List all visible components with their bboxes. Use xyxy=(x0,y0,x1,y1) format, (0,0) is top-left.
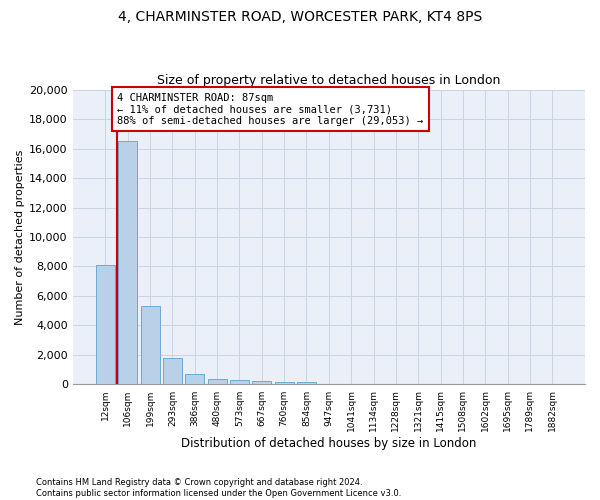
Bar xyxy=(253,381,271,384)
Bar xyxy=(163,358,182,384)
Text: 4 CHARMINSTER ROAD: 87sqm
← 11% of detached houses are smaller (3,731)
88% of se: 4 CHARMINSTER ROAD: 87sqm ← 11% of detac… xyxy=(117,92,424,126)
Bar xyxy=(297,382,316,384)
Bar xyxy=(140,306,160,384)
Text: 4, CHARMINSTER ROAD, WORCESTER PARK, KT4 8PS: 4, CHARMINSTER ROAD, WORCESTER PARK, KT4… xyxy=(118,10,482,24)
Bar xyxy=(230,380,249,384)
Title: Size of property relative to detached houses in London: Size of property relative to detached ho… xyxy=(157,74,500,87)
Bar xyxy=(208,379,227,384)
Bar xyxy=(96,265,115,384)
Bar xyxy=(118,141,137,384)
Bar xyxy=(185,374,204,384)
X-axis label: Distribution of detached houses by size in London: Distribution of detached houses by size … xyxy=(181,437,476,450)
Bar xyxy=(275,382,293,384)
Y-axis label: Number of detached properties: Number of detached properties xyxy=(15,150,25,324)
Text: Contains HM Land Registry data © Crown copyright and database right 2024.
Contai: Contains HM Land Registry data © Crown c… xyxy=(36,478,401,498)
